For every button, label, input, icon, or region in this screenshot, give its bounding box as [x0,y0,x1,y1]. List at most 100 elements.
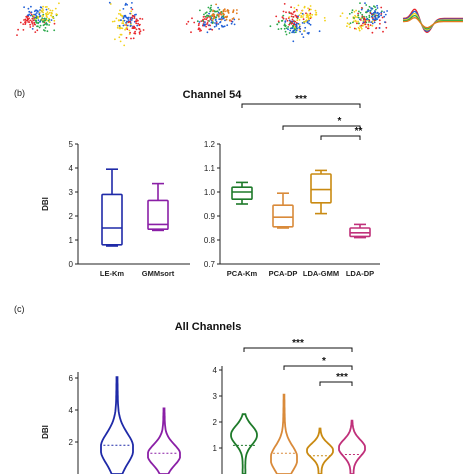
cluster-point [356,22,358,25]
cluster-point [138,33,141,35]
cluster-point [290,15,293,18]
cluster-point [121,27,124,30]
cluster-point [292,23,295,26]
cluster-point [204,16,207,18]
cluster-point [29,23,31,26]
waveform-thumbnail [402,8,463,34]
cluster-point [361,13,364,16]
cluster-point [41,7,44,10]
cluster-point [378,19,381,22]
b-significance-bracket [241,103,361,108]
cluster-point [231,20,234,23]
cluster-point [206,23,208,25]
cluster-point [125,26,128,29]
cluster-point [365,16,368,18]
cluster-point [288,16,291,18]
c-left-violin-outline [100,376,134,474]
cluster-point [376,12,378,15]
cluster-point [233,23,236,26]
cluster-point [286,19,289,22]
cluster-point [370,15,373,18]
cluster-point [118,25,121,27]
cluster-point [209,7,212,10]
panel-b-title: Channel 54 [183,89,243,101]
cluster-point [135,28,138,31]
cluster-point [128,33,131,35]
cluster-point [17,28,19,31]
panel-c-label: (c) [14,304,25,314]
cluster-point [221,18,224,20]
cluster-point [283,3,286,5]
cluster-point [208,20,211,22]
cluster-point [362,21,365,24]
cluster-point [34,18,37,21]
cluster-point [297,4,300,7]
cluster-point [215,20,218,23]
cluster-point [220,24,223,27]
cluster-point [208,12,211,15]
cluster-point [37,22,39,25]
cluster-point [298,25,301,28]
cluster-point [341,12,344,15]
cluster-point [348,13,351,15]
cluster-point [119,27,121,30]
cluster-point [224,16,227,18]
cluster-point [295,23,298,25]
cluster-point [135,13,137,16]
c-left-y-tick-label: 6 [69,374,74,383]
cluster-point [119,13,122,16]
cluster-point [41,20,44,23]
cluster-point [46,6,48,8]
b-right-iqr-box [310,173,332,204]
cluster-point [301,33,303,36]
cluster-point [32,19,35,22]
cluster-point [288,19,291,22]
cluster-point [308,14,311,16]
cluster-point [384,13,387,16]
cluster-point [226,9,229,11]
b-right-y-tick-label: 1.0 [204,188,216,197]
cluster-point [22,23,25,25]
cluster-point [28,13,31,16]
cluster-point [275,15,278,18]
cluster-point [364,2,366,4]
b-left-y-tick-label: 1 [69,236,74,245]
cluster-point [42,18,45,21]
cluster-point [127,21,130,24]
cluster-point [302,36,305,38]
cluster-point [55,13,58,16]
cluster-point [358,10,360,13]
cluster-point [198,27,200,30]
cluster-point [209,16,212,19]
cluster-point [296,10,299,12]
cluster-point [205,11,208,14]
cluster-point [368,16,371,19]
cluster-point [134,20,137,23]
cluster-point [310,8,312,11]
cluster-point [27,7,30,10]
cluster-point [318,30,321,33]
cluster-point [212,10,214,13]
cluster-point [360,27,363,30]
cluster-point [352,21,354,24]
cluster-point [362,20,365,22]
cluster-point [367,10,370,13]
cluster-scatter-4 [269,3,326,43]
panel-b-boxplots: 0 1 2 3 4 5 DBI LE-Km GMMsort 0.7 0.8 0.9 1.0 1.1 1.2 P… [41,94,380,278]
cluster-point [46,19,48,22]
cluster-point [48,21,51,23]
cluster-point [24,18,27,21]
cluster-point [220,18,223,21]
cluster-point [42,13,45,16]
cluster-point [277,20,280,23]
cluster-point [349,26,351,29]
cluster-point [382,30,384,33]
cluster-point [309,5,312,7]
cluster-point [295,25,298,28]
cluster-point [117,19,120,21]
c-significance-label: *** [336,372,348,383]
cluster-point [117,25,119,27]
cluster-point [290,27,293,30]
cluster-point [290,12,292,15]
